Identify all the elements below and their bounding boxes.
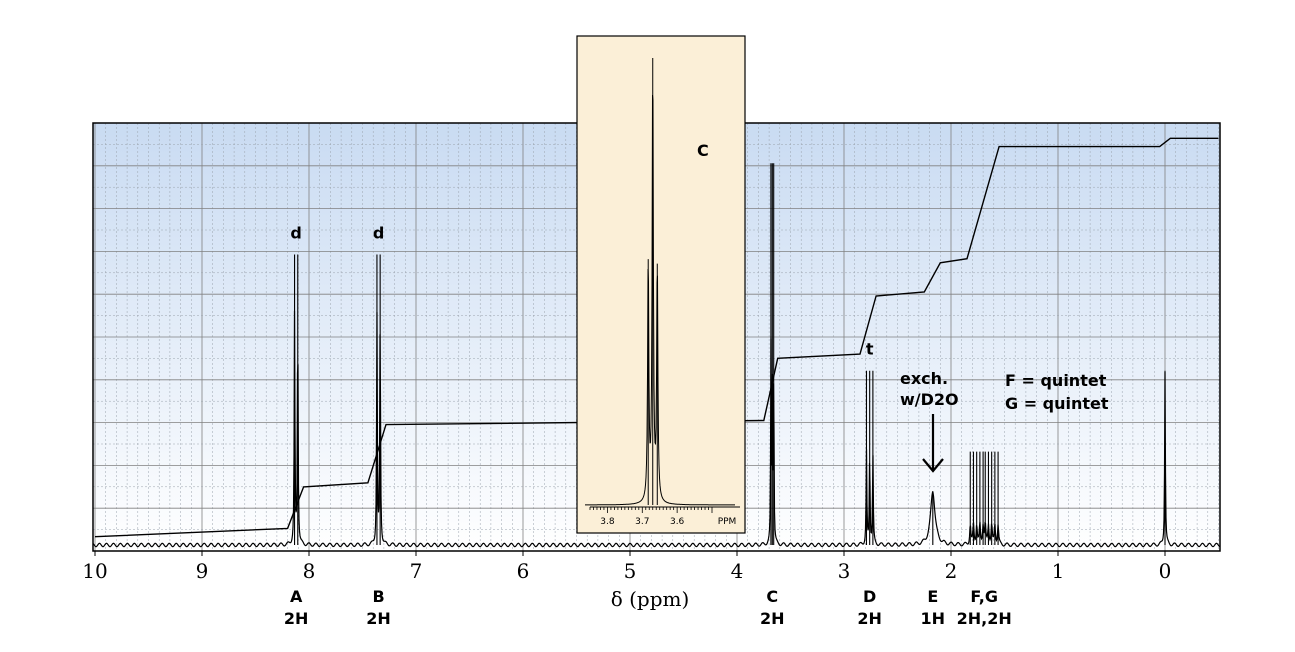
annotations: exch. w/D2O F = quintet G = quintet [900, 369, 1109, 473]
x-tick-label: 3 [838, 559, 851, 583]
down-arrow-icon [922, 414, 944, 473]
integral-layer [94, 137, 1219, 538]
x-tick-label: 7 [410, 559, 423, 583]
peak-integration-label: 2H,2H [957, 609, 1012, 628]
spectrum-trace [93, 310, 1220, 548]
peak-multiplicity-label: d [290, 224, 301, 243]
exchange-note-line1: exch. [900, 369, 948, 388]
inset-tick-label: 3.8 [600, 517, 615, 527]
peak-integration-label: 2H [857, 609, 882, 628]
x-tick-label: 6 [517, 559, 530, 583]
peak-letter-label: C [766, 587, 778, 606]
peak-letter-label: D [863, 587, 876, 606]
x-tick-label: 8 [303, 559, 316, 583]
x-tick-label: 1 [1052, 559, 1065, 583]
inset-spectrum [585, 58, 735, 506]
peak-labels: d A 2H d B 2H C 2H t D 2H E 1H F,G 2H,2H [284, 224, 1012, 629]
peak-integration-label: 2H [284, 609, 309, 628]
inset-zoom-peak-c: 3.8 3.7 3.6 PPM C [576, 35, 746, 534]
peak-integration-label: 2H [760, 609, 785, 628]
peak-integration-label: 1H [921, 609, 946, 628]
inset-unit-label: PPM [718, 517, 737, 527]
fg-multiplicity-line1: F = quintet [1005, 371, 1107, 390]
inset-trace [585, 94, 735, 506]
x-tick-label: 4 [731, 559, 744, 583]
x-tick-label: 9 [196, 559, 209, 583]
fg-multiplicity-line2: G = quintet [1005, 394, 1109, 413]
peak-letter-label: E [927, 587, 938, 606]
integral-curve [94, 137, 1219, 538]
x-tick-label: 2 [945, 559, 958, 583]
peak-multiplicity-label: d [373, 224, 384, 243]
peak-letter-label: B [372, 587, 384, 606]
spectrum-layer [93, 163, 1220, 548]
x-tick-label: 10 [82, 559, 107, 583]
inset-tick-label: 3.7 [635, 517, 649, 527]
inset-axis: 3.8 3.7 3.6 PPM [589, 506, 740, 527]
x-axis: 10 9 8 7 6 5 4 3 2 1 0 [82, 551, 1171, 583]
inset-peak-label: C [697, 141, 709, 160]
peak-letter-label: A [290, 587, 303, 606]
inset-tick-label: 3.6 [670, 517, 685, 527]
peak-integration-label: 2H [366, 609, 391, 628]
exchange-note-line2: w/D2O [900, 390, 959, 409]
x-axis-title: δ (ppm) [611, 587, 690, 611]
x-tick-label: 0 [1159, 559, 1172, 583]
x-tick-label: 5 [624, 559, 637, 583]
peak-multiplicity-label: t [866, 340, 874, 359]
peak-letter-label: F,G [970, 587, 998, 606]
inset-background [576, 35, 746, 534]
